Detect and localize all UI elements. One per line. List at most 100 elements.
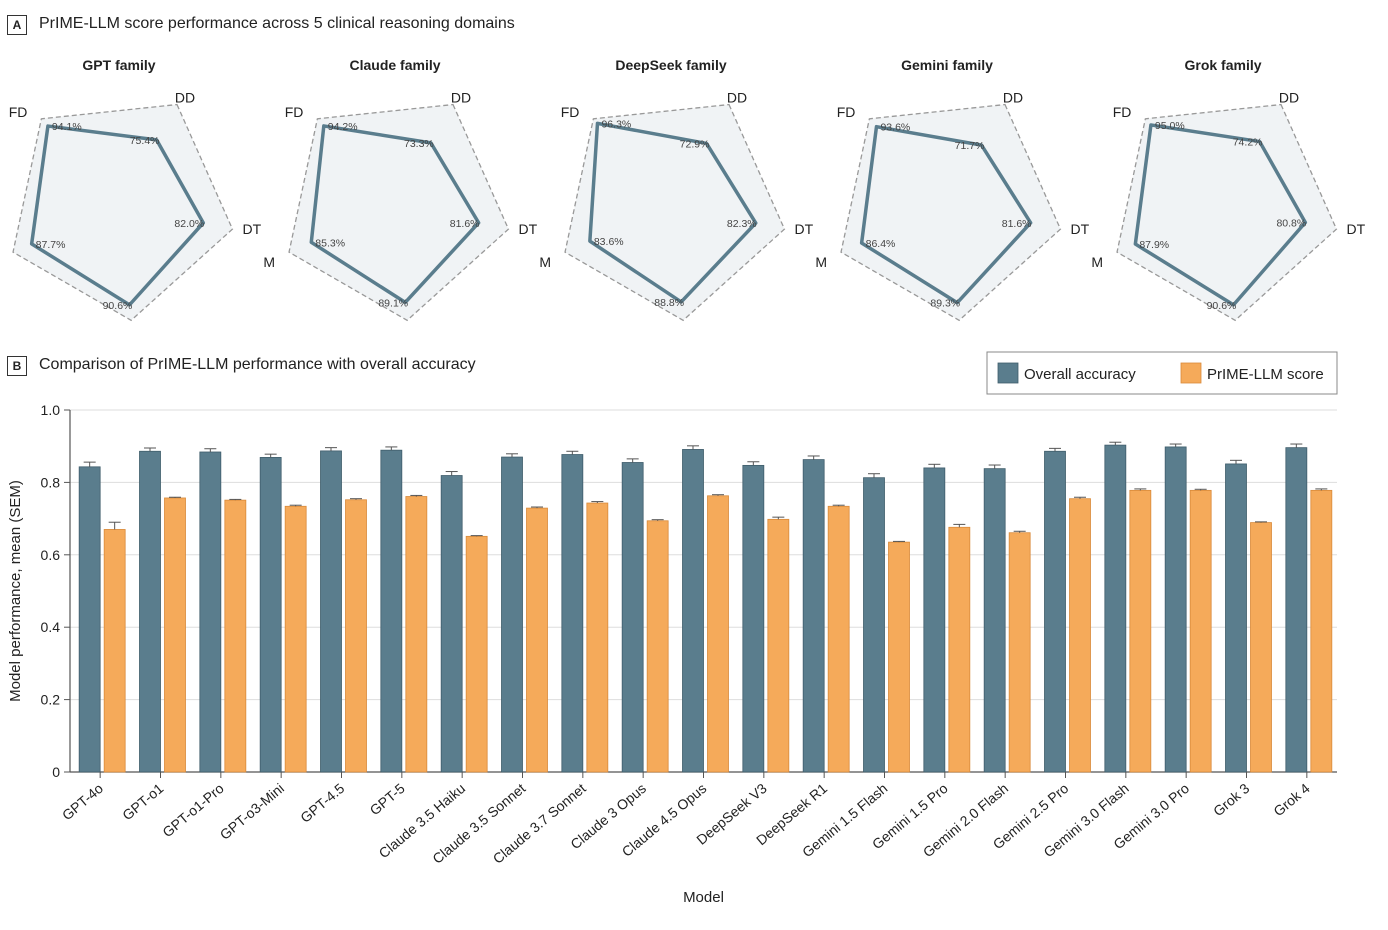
y-tick-label: 0.4	[41, 619, 61, 635]
radar-axis-label-fd: FD	[837, 104, 856, 120]
bar-prime-llm-score	[827, 505, 850, 773]
bar-prime-llm-score	[1129, 489, 1152, 773]
radar-title: DeepSeek family	[615, 57, 726, 73]
radar-data-label: 94.1%	[52, 121, 82, 133]
legend-box	[986, 351, 1338, 395]
x-tick-label: GPT-4.5	[297, 780, 347, 826]
bar-prime-llm-score	[948, 526, 971, 773]
radar-axis-label-q: Q	[1230, 326, 1241, 330]
radar-series-polygon	[588, 121, 758, 304]
bar-overall-accuracy	[1225, 463, 1247, 773]
bar-overall-accuracy	[802, 459, 825, 773]
bar-overall-accuracy	[621, 462, 644, 773]
radar-title: GPT family	[82, 57, 155, 73]
legend-swatch-overall-accuracy	[997, 362, 1019, 384]
bar-overall-accuracy	[983, 468, 1006, 773]
bar-prime-llm-score	[224, 499, 247, 773]
bar-prime-llm-score	[586, 502, 609, 773]
y-tick-label: 1.0	[41, 402, 61, 418]
legend-swatch-prime-llm-score	[1180, 362, 1202, 384]
bar-overall-accuracy	[561, 454, 584, 773]
radar-title: Grok family	[1184, 57, 1261, 73]
bar-overall-accuracy	[501, 456, 523, 773]
radar-axis-label-q: Q	[678, 326, 689, 330]
radar-charts: GPT family DD DT Q M FD 75.4% 82.0% 90.6% 87.7% 94…	[9, 57, 1366, 330]
radar-axis-label-fd: FD	[9, 104, 28, 120]
bar-prime-llm-score	[1189, 489, 1212, 773]
bar-prime-llm-score	[284, 505, 307, 773]
radar-axis-label-q: Q	[954, 326, 965, 330]
radar-axis-label-dt: DT	[242, 221, 261, 237]
radar-data-label: 72.9%	[680, 138, 710, 150]
radar-title: Gemini family	[901, 57, 993, 73]
bar-overall-accuracy	[1285, 447, 1308, 773]
radar-axis-label-m: M	[815, 254, 827, 270]
bar-overall-accuracy	[139, 450, 161, 773]
radar-data-label: 81.6%	[1002, 218, 1032, 230]
bar-prime-llm-score	[1310, 489, 1333, 773]
radar-chart-4: Gemini family DD DT Q M FD 71.7% 81.6% 89.3% 86.4…	[815, 57, 1089, 330]
y-axis-label: Model performance, mean (SEM)	[7, 480, 24, 702]
radar-axis-label-m: M	[263, 254, 275, 270]
bar-prime-llm-score	[1250, 522, 1272, 773]
bar-overall-accuracy	[682, 449, 704, 773]
bar-prime-llm-score	[707, 495, 729, 773]
y-tick-label: 0	[52, 764, 60, 780]
bar-prime-llm-score	[646, 520, 669, 773]
radar-data-label: 90.6%	[103, 300, 133, 312]
bar-overall-accuracy	[78, 466, 101, 773]
panel-a-title: PrIME-LLM score performance across 5 cli…	[39, 15, 515, 32]
bar-overall-accuracy	[199, 451, 222, 773]
radar-data-label: 82.0%	[174, 218, 204, 230]
radar-data-label: 88.8%	[654, 297, 684, 309]
radar-data-label: 94.2%	[328, 121, 358, 133]
radar-data-label: 93.6%	[880, 122, 910, 134]
radar-chart-5: Grok family DD DT Q M FD 74.2% 80.8% 90.6% 87.9% 9…	[1091, 57, 1365, 330]
radar-chart-3: DeepSeek family DD DT Q M FD 72.9% 82.3% 88.8% 83…	[539, 57, 813, 330]
bar-prime-llm-score	[103, 529, 126, 773]
bar-prime-llm-score	[526, 507, 548, 773]
radar-outline	[564, 103, 786, 322]
radar-series-polygon	[859, 124, 1033, 305]
radar-data-label: 89.3%	[930, 298, 960, 310]
bar-overall-accuracy	[863, 477, 885, 773]
radar-data-label: 96.3%	[601, 118, 631, 130]
radar-data-label: 80.8%	[1276, 218, 1306, 230]
radar-series-polygon	[1133, 123, 1308, 307]
radar-series-polygon	[309, 124, 481, 305]
legend: Overall accuracy PrIME-LLM score	[986, 351, 1338, 395]
x-tick-label: GPT-o3-Mini	[217, 780, 287, 843]
bar-overall-accuracy	[1104, 444, 1127, 773]
radar-chart-2: Claude family DD DT Q M FD 73.3% 81.6% 89.1% 85.3…	[263, 57, 537, 330]
bar-prime-llm-score	[1069, 498, 1091, 773]
legend-label: PrIME-LLM score	[1207, 366, 1324, 383]
radar-data-label: 81.6%	[450, 218, 480, 230]
radar-axis-label-dt: DT	[794, 221, 813, 237]
radar-data-label: 82.3%	[727, 218, 757, 230]
x-tick-label: GPT-5	[366, 780, 407, 818]
radar-chart-1: GPT familyDDDTQMFD75.4%82.0%90.6%87.7%94…	[9, 57, 262, 330]
bar-overall-accuracy	[923, 467, 946, 773]
radar-data-label: 87.7%	[36, 239, 66, 251]
radar-axis-label-m: M	[1091, 254, 1103, 270]
bar-prime-llm-score	[465, 535, 488, 773]
y-tick-label: 0.6	[41, 547, 61, 563]
bar-prime-llm-score	[888, 541, 910, 773]
bar-overall-accuracy	[742, 464, 765, 773]
x-tick-label: GPT-4o	[59, 780, 106, 823]
panel-a-tag: A	[7, 15, 27, 35]
x-tick-label: Grok 4	[1270, 780, 1313, 819]
radar-data-label: 75.4%	[130, 135, 160, 147]
bar-overall-accuracy	[380, 449, 403, 773]
radar-data-label: 85.3%	[315, 237, 345, 249]
radar-data-label: 73.3%	[404, 138, 434, 150]
radar-title: Claude family	[349, 57, 440, 73]
bar-overall-accuracy	[440, 475, 463, 773]
y-tick-label: 0.8	[41, 474, 61, 490]
radar-axis-label-fd: FD	[1113, 104, 1132, 120]
radar-axis-label-dt: DT	[1070, 221, 1089, 237]
radar-axis-label-q: Q	[126, 326, 137, 330]
bar-overall-accuracy	[1044, 450, 1066, 773]
bar-overall-accuracy	[1164, 446, 1187, 773]
